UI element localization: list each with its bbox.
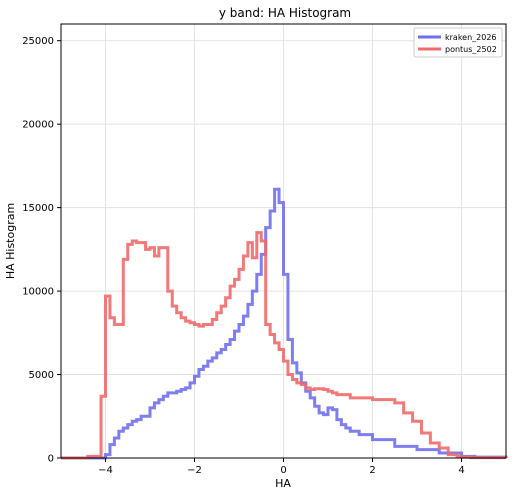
x-tick-label: 4: [458, 465, 464, 476]
y-tick-label: 25000: [22, 36, 54, 47]
chart-title: y band: HA Histogram: [219, 6, 351, 20]
series-line-pontus_2502: [61, 231, 508, 460]
y-tick-label: 15000: [22, 203, 54, 214]
y-axis-label: HA Histogram: [4, 203, 17, 279]
x-tick-label: −2: [187, 465, 202, 476]
legend-label-kraken_2026: kraken_2026: [445, 33, 497, 42]
x-axis-label: HA: [275, 477, 291, 490]
series-line-kraken_2026: [61, 187, 508, 460]
y-tick-label: 10000: [22, 287, 54, 298]
y-tick-label: 0: [48, 454, 54, 465]
plot-series: [61, 187, 508, 460]
x-tick-label: 2: [369, 465, 375, 476]
y-tick-label: 20000: [22, 120, 54, 131]
legend: kraken_2026 pontus_2502: [413, 27, 503, 58]
x-tick-label: −4: [98, 465, 113, 476]
x-tick-label: 0: [280, 465, 286, 476]
y-tick-label: 5000: [29, 370, 54, 381]
legend-label-pontus_2502: pontus_2502: [445, 45, 497, 54]
y-axis-ticks: 0 5000 10000 15000 20000 25000: [22, 36, 61, 465]
x-axis-ticks: −4 −2 0 2 4: [98, 458, 465, 476]
